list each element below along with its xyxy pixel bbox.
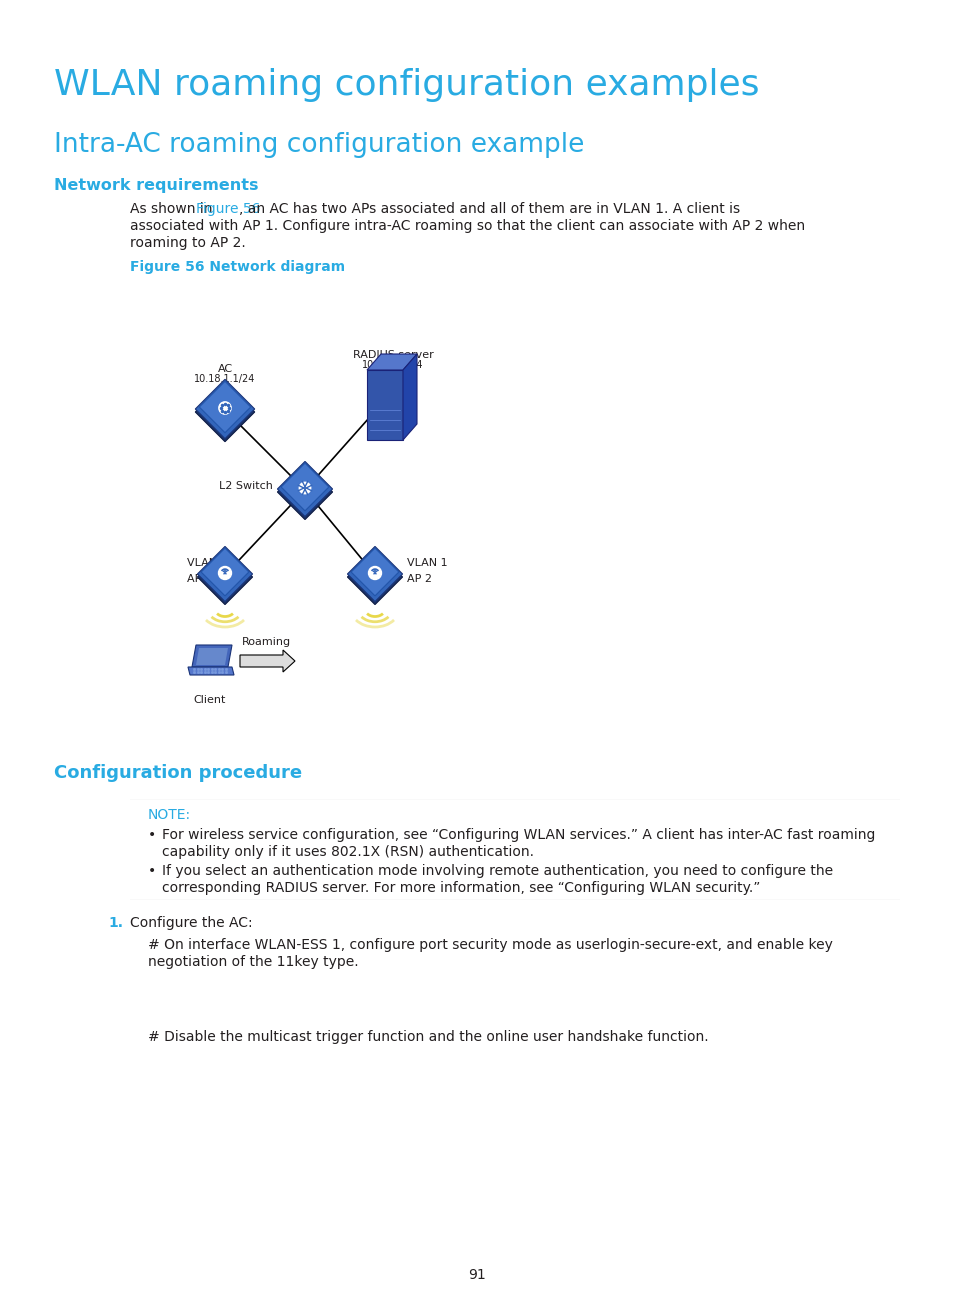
- Polygon shape: [199, 381, 251, 433]
- Polygon shape: [192, 645, 232, 667]
- Text: AC: AC: [217, 364, 233, 375]
- Text: RADIUS server: RADIUS server: [353, 350, 433, 360]
- Polygon shape: [277, 464, 333, 520]
- Text: VLAN 1: VLAN 1: [187, 559, 228, 568]
- Text: associated with AP 1. Configure intra-AC roaming so that the client can associat: associated with AP 1. Configure intra-AC…: [130, 219, 804, 233]
- Circle shape: [299, 482, 311, 494]
- Text: Roaming: Roaming: [242, 638, 291, 647]
- Polygon shape: [201, 548, 249, 596]
- Text: 10.18.1.5/24: 10.18.1.5/24: [362, 360, 423, 369]
- Text: capability only if it uses 802.1X (RSN) authentication.: capability only if it uses 802.1X (RSN) …: [162, 845, 534, 859]
- Text: Configure the AC:: Configure the AC:: [130, 916, 253, 931]
- Circle shape: [368, 566, 381, 579]
- Text: •: •: [148, 864, 156, 877]
- Polygon shape: [223, 572, 227, 574]
- Text: Client: Client: [193, 695, 226, 705]
- Text: VLAN 1: VLAN 1: [407, 559, 447, 568]
- Polygon shape: [197, 550, 253, 604]
- Polygon shape: [188, 667, 233, 675]
- Polygon shape: [197, 547, 253, 601]
- Polygon shape: [240, 651, 294, 673]
- Circle shape: [218, 402, 231, 415]
- Text: , an AC has two APs associated and all of them are in VLAN 1. A client is: , an AC has two APs associated and all o…: [239, 202, 740, 216]
- Text: If you select an authentication mode involving remote authentication, you need t: If you select an authentication mode inv…: [162, 864, 832, 877]
- Text: AP 2: AP 2: [407, 574, 432, 584]
- Polygon shape: [195, 380, 254, 439]
- Text: For wireless service configuration, see “Configuring WLAN services.” A client ha: For wireless service configuration, see …: [162, 828, 875, 842]
- Polygon shape: [347, 547, 402, 601]
- Polygon shape: [281, 463, 329, 511]
- Text: 1.: 1.: [108, 916, 123, 931]
- Polygon shape: [277, 461, 333, 517]
- Polygon shape: [367, 369, 402, 441]
- Text: Network requirements: Network requirements: [54, 178, 258, 193]
- Circle shape: [218, 566, 232, 579]
- Text: WLAN roaming configuration examples: WLAN roaming configuration examples: [54, 67, 759, 102]
- Polygon shape: [367, 354, 416, 369]
- Text: roaming to AP 2.: roaming to AP 2.: [130, 236, 246, 250]
- Polygon shape: [347, 550, 402, 604]
- Text: Figure 56 Network diagram: Figure 56 Network diagram: [130, 260, 345, 273]
- Text: corresponding RADIUS server. For more information, see “Configuring WLAN securit: corresponding RADIUS server. For more in…: [162, 881, 760, 896]
- Polygon shape: [402, 354, 416, 441]
- Text: AP 1: AP 1: [187, 574, 212, 584]
- Text: NOTE:: NOTE:: [148, 807, 191, 822]
- Text: 10.18.1.1/24: 10.18.1.1/24: [194, 375, 255, 384]
- Polygon shape: [351, 548, 398, 596]
- Text: Figure 56: Figure 56: [195, 202, 260, 216]
- Text: # Disable the multicast trigger function and the online user handshake function.: # Disable the multicast trigger function…: [148, 1030, 708, 1045]
- Text: # On interface WLAN-ESS 1, configure port security mode as userlogin-secure-ext,: # On interface WLAN-ESS 1, configure por…: [148, 938, 832, 953]
- Text: 91: 91: [468, 1267, 485, 1282]
- Polygon shape: [195, 382, 254, 442]
- Text: L2 Switch: L2 Switch: [219, 481, 273, 491]
- Text: negotiation of the 11key type.: negotiation of the 11key type.: [148, 955, 358, 969]
- Text: Intra-AC roaming configuration example: Intra-AC roaming configuration example: [54, 132, 584, 158]
- Text: As shown in: As shown in: [130, 202, 216, 216]
- Polygon shape: [373, 572, 376, 574]
- Text: •: •: [148, 828, 156, 842]
- Polygon shape: [195, 648, 228, 665]
- Text: Configuration procedure: Configuration procedure: [54, 765, 302, 781]
